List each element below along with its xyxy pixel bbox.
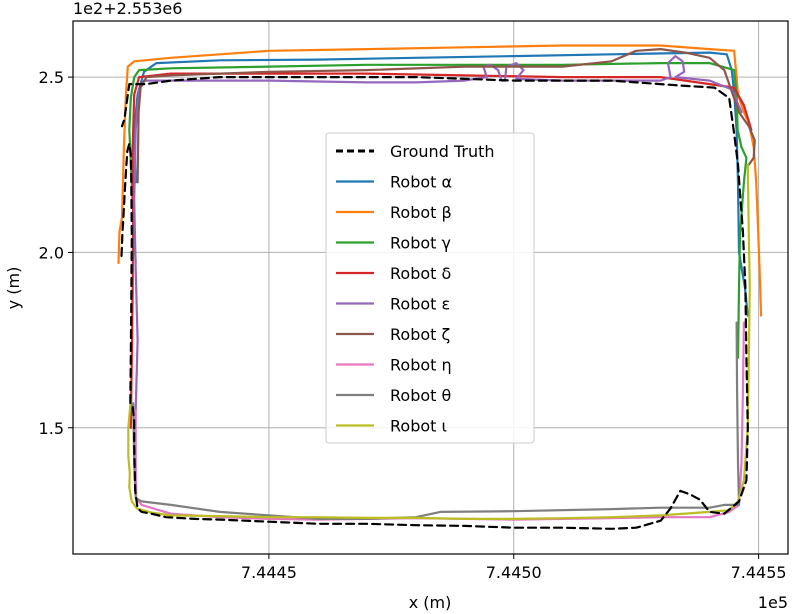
y-axis-label: y (m) [4,267,23,310]
legend-label-0: Ground Truth [390,142,495,161]
series-line-9 [127,163,751,520]
series-line-4 [129,72,753,429]
legend-label-4: Robot δ [390,264,451,283]
legend-label-2: Robot β [390,203,452,222]
legend: Ground Truth Robot α Robot β Robot γ Robot δ… [325,132,535,444]
legend-frame [325,132,535,444]
x-axis-label: x (m) [409,593,452,612]
y-tick-label: 1.5 [39,419,64,438]
series-line-6 [136,48,756,184]
x-tick-label: 7.4455 [731,563,787,582]
x-offset-text: 1e5 [758,593,788,612]
plot-frame [72,20,789,555]
legend-label-7: Robot η [390,356,452,375]
y-tick-label: 2.5 [39,68,64,87]
legend-label-1: Robot α [390,173,452,192]
y-offset-text: 1e2+2.553e6 [73,0,182,18]
y-tick-label: 2.0 [39,243,64,262]
series-line-1 [133,51,749,317]
series-line-0 [120,76,749,530]
x-tick-label: 7.4450 [486,563,542,582]
series-layer [117,44,763,530]
legend-label-5: Robot ε [390,295,450,314]
ticks: 7.4445 7.4450 7.4455 1.5 2.0 2.5 [39,68,787,582]
series-line-8 [132,321,741,520]
legend-label-9: Robot ι [390,417,447,436]
legend-label-3: Robot γ [390,234,451,253]
x-tick-label: 7.4445 [241,563,297,582]
legend-label-6: Robot ζ [390,325,450,344]
series-line-3 [128,62,748,359]
legend-label-8: Robot θ [390,386,451,405]
